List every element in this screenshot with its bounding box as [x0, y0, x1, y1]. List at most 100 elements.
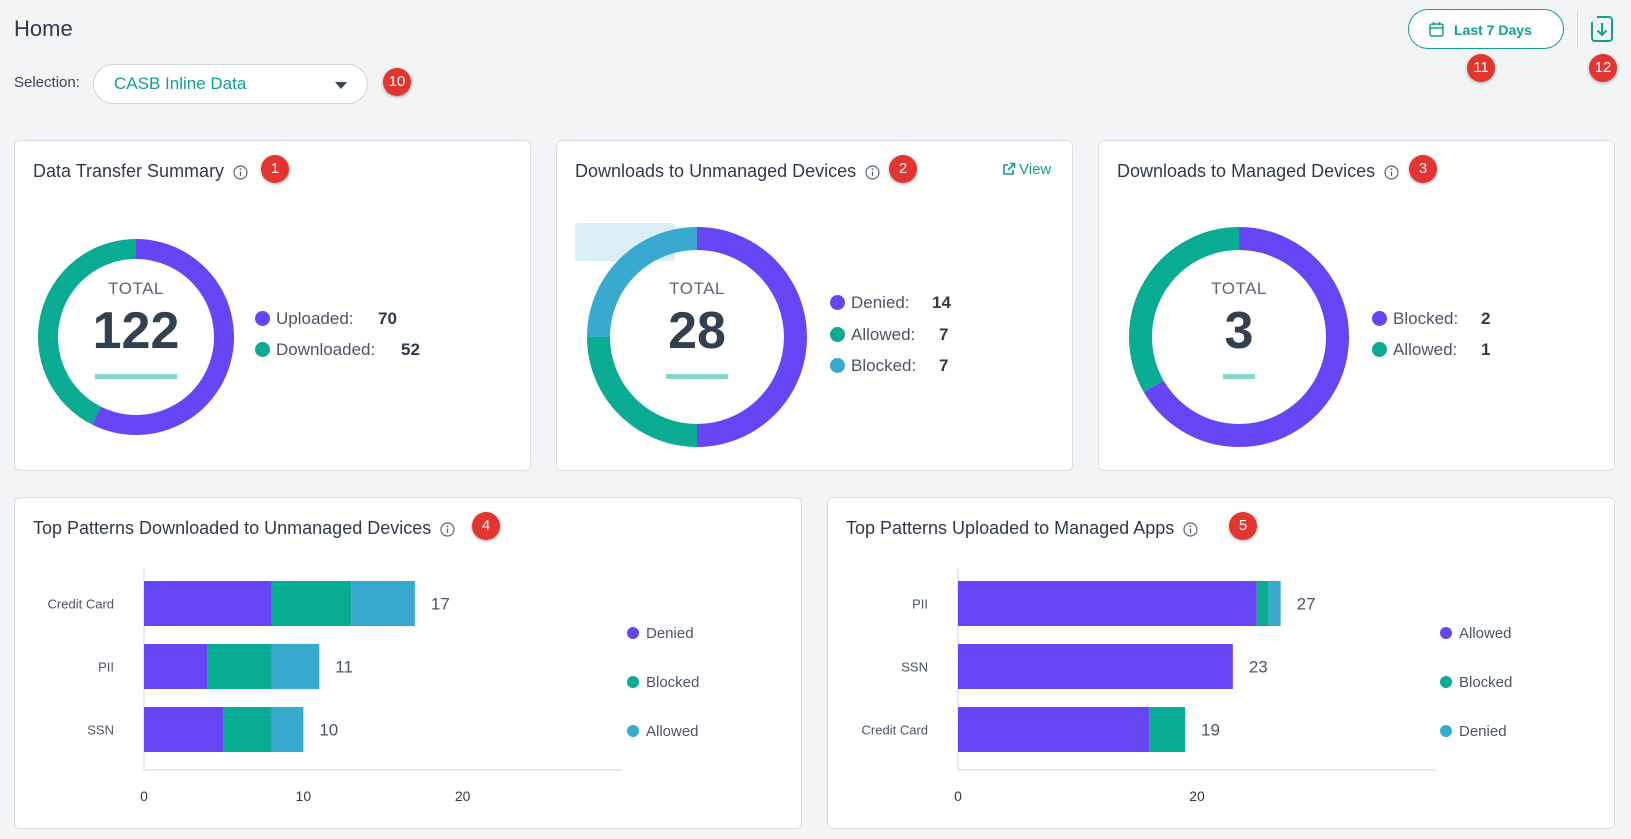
view-link-label: View — [1019, 161, 1052, 178]
bar-segment-blocked[interactable] — [207, 644, 272, 689]
legend-value: 52 — [401, 340, 420, 359]
donut-segment-allowed[interactable] — [1129, 227, 1240, 392]
legend-dot — [1440, 676, 1452, 688]
donut-segment-denied[interactable] — [696, 227, 807, 447]
donut-segment-uploaded[interactable] — [92, 239, 234, 435]
card-title-wrap: Top Patterns Downloaded to Unmanaged Dev… — [33, 518, 455, 539]
bar-total-label: 10 — [319, 721, 338, 740]
donut-segment-blocked[interactable] — [587, 227, 698, 338]
legend-item: Denied — [1440, 723, 1507, 740]
legend-item: Blocked: 7 — [830, 356, 948, 376]
page-title: Home — [14, 16, 73, 41]
card-title-wrap: Downloads to Unmanaged Devices — [575, 161, 880, 182]
data-transfer-summary-card: Data Transfer Summary 1 TOTAL 122 Upload… — [14, 140, 531, 471]
bar-segment-denied[interactable] — [144, 707, 224, 752]
donut-segment-downloaded[interactable] — [38, 239, 137, 425]
x-tick-label: 0 — [140, 788, 148, 804]
legend-item: Allowed — [1440, 625, 1512, 642]
donut-segment-allowed[interactable] — [587, 336, 698, 447]
category-label: SSN — [87, 723, 114, 738]
selection-dropdown[interactable]: CASB Inline Data — [93, 64, 368, 104]
divider — [1577, 10, 1578, 48]
legend-item: Denied — [627, 625, 694, 642]
category-label: Credit Card — [862, 723, 928, 738]
bar-segment-allowed[interactable] — [271, 644, 320, 689]
category-label: PII — [98, 660, 114, 675]
legend-label: Denied: — [851, 293, 910, 312]
card-title: Data Transfer Summary — [33, 161, 225, 181]
legend-item: Downloaded: 52 — [255, 340, 420, 360]
legend-value: 14 — [932, 293, 951, 312]
x-tick-label: 20 — [455, 788, 471, 804]
category-label: Credit Card — [48, 597, 114, 612]
legend-dot — [627, 725, 639, 737]
legend-item: Blocked: 2 — [1372, 309, 1490, 329]
legend-dot — [627, 676, 639, 688]
card-title: Downloads to Unmanaged Devices — [575, 161, 857, 181]
download-icon — [1591, 16, 1613, 42]
bar-segment-allowed[interactable] — [958, 707, 1150, 752]
legend-item: Blocked — [1440, 674, 1512, 691]
view-link[interactable]: View — [1002, 161, 1051, 178]
legend-label: Blocked: — [1393, 309, 1459, 328]
bar-segment-blocked[interactable] — [223, 707, 272, 752]
total-value: 28 — [668, 302, 726, 360]
info-icon[interactable] — [1384, 165, 1399, 180]
selection-value: CASB Inline Data — [114, 74, 247, 93]
bar-segment-blocked[interactable] — [1149, 707, 1186, 752]
legend-dot — [1372, 311, 1387, 326]
bar-total-label: 17 — [431, 595, 450, 614]
bar-segment-denied[interactable] — [1268, 581, 1281, 626]
calendar-icon — [1429, 22, 1444, 37]
bar-total-label: 11 — [335, 658, 353, 677]
bar-segment-allowed[interactable] — [271, 707, 304, 752]
bar-segment-denied[interactable] — [144, 581, 272, 626]
legend-value: 7 — [939, 325, 949, 344]
annotation-badge: 1 — [261, 155, 289, 183]
stacked-bar-chart: PII 27 SSN 23 Credit Card 19 0 20 — [862, 568, 1436, 804]
legend-label: Allowed: — [1393, 340, 1458, 359]
donut-chart — [1129, 227, 1349, 447]
external-link-icon — [1003, 162, 1016, 175]
donut-chart — [587, 227, 807, 447]
info-icon[interactable] — [865, 165, 880, 180]
donut-segment-blocked[interactable] — [1143, 227, 1349, 447]
top-patterns-unmanaged-card: Top Patterns Downloaded to Unmanaged Dev… — [14, 497, 802, 829]
top-patterns-managed-card: Top Patterns Uploaded to Managed Apps 5 … — [827, 497, 1615, 829]
info-icon[interactable] — [1183, 522, 1198, 537]
bar-total-label: 19 — [1201, 721, 1220, 740]
legend-dot — [627, 627, 639, 639]
annotation-badge: 5 — [1229, 512, 1257, 540]
total-underline — [1223, 374, 1255, 379]
bar-segment-blocked[interactable] — [271, 581, 352, 626]
legend-value: 2 — [1481, 309, 1491, 328]
annotation-badge: 2 — [889, 155, 917, 183]
legend-dot — [830, 295, 845, 310]
total-value: 3 — [1224, 302, 1254, 360]
bar-segment-allowed[interactable] — [958, 644, 1233, 689]
stacked-bar-chart: Credit Card 17 PII 11 SSN 10 0 10 20 — [48, 568, 622, 804]
info-icon[interactable] — [233, 165, 248, 180]
date-range-button[interactable]: Last 7 Days — [1408, 9, 1564, 49]
x-tick-label: 0 — [954, 788, 962, 804]
legend-value: 70 — [378, 309, 397, 328]
legend-label: Allowed: — [851, 325, 916, 344]
legend-dot — [1372, 342, 1387, 357]
donut-chart — [38, 239, 234, 435]
bar-segment-blocked[interactable] — [1256, 581, 1269, 626]
category-label: PII — [912, 597, 928, 612]
download-report-button[interactable] — [1589, 14, 1615, 44]
bar-segment-allowed[interactable] — [958, 581, 1257, 626]
bar-segment-allowed[interactable] — [351, 581, 415, 626]
legend-label: Blocked: — [851, 356, 917, 375]
total-value: 122 — [92, 302, 180, 360]
annotation-badge: 11 — [1467, 54, 1495, 82]
legend-item: Allowed: 7 — [830, 325, 948, 345]
bar-segment-denied[interactable] — [144, 644, 208, 689]
category-label: SSN — [901, 660, 928, 675]
legend-dot — [1440, 725, 1452, 737]
info-icon[interactable] — [440, 522, 455, 537]
annotation-badge: 3 — [1409, 155, 1437, 183]
legend-label: Allowed — [1459, 625, 1512, 642]
legend-label: Blocked — [1459, 674, 1513, 691]
